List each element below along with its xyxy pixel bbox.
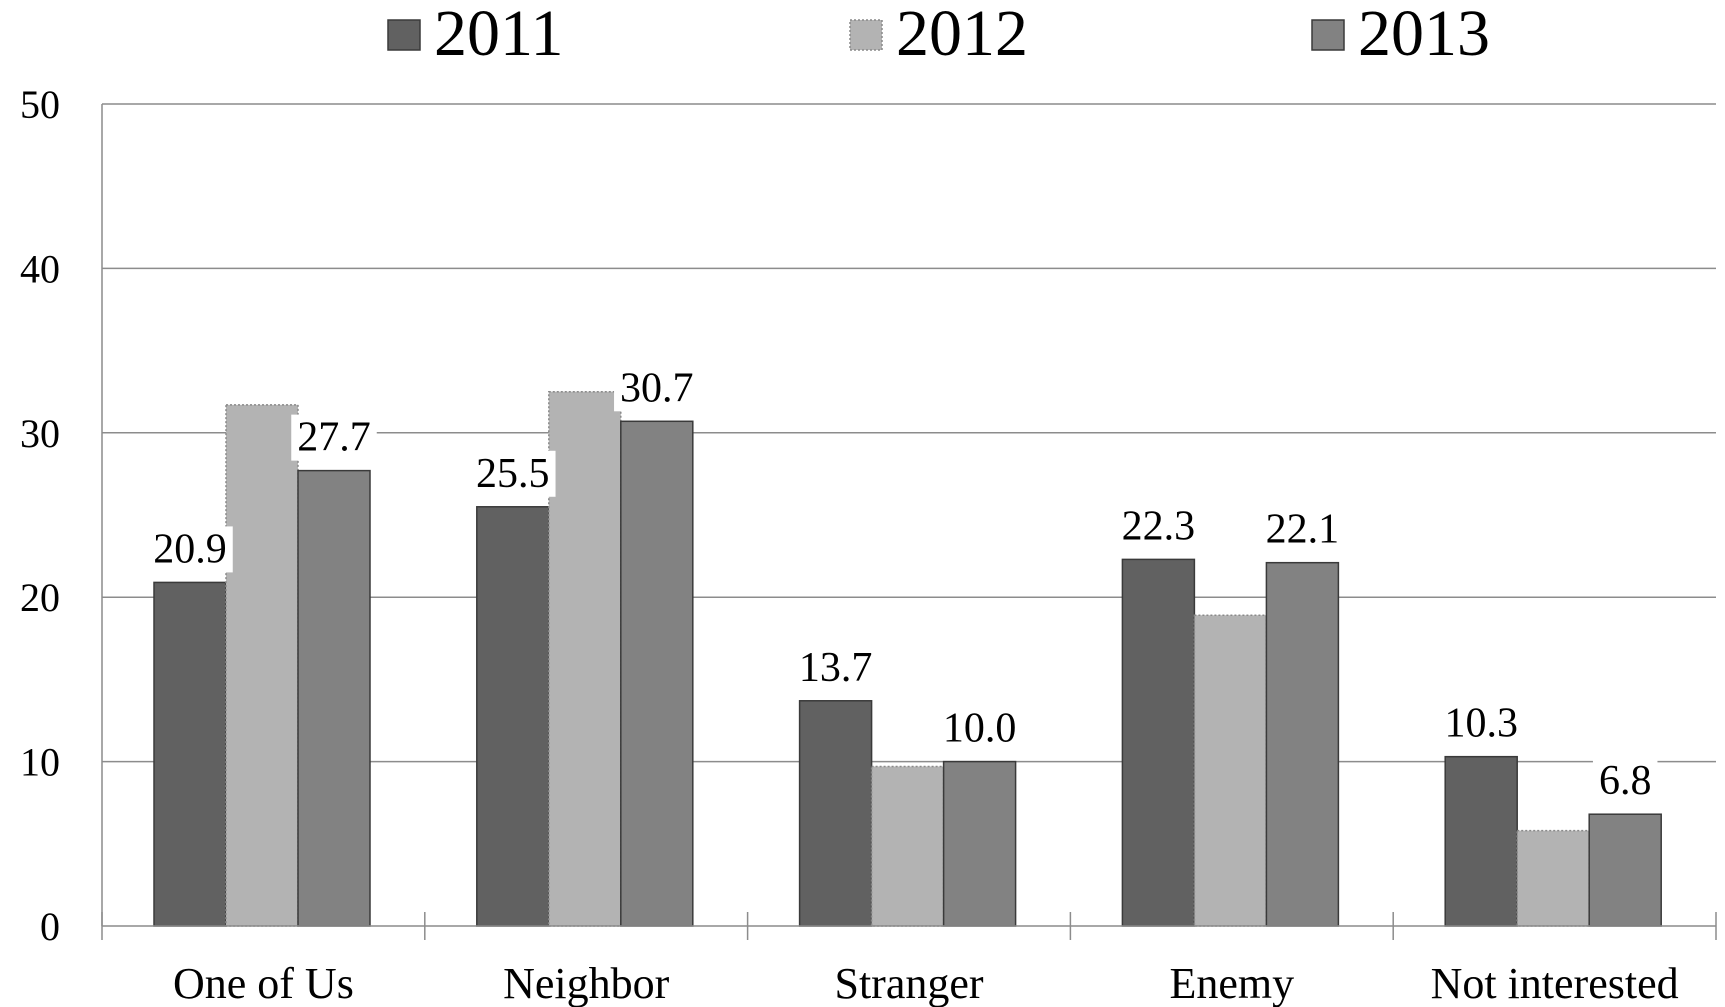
data-label-background [147, 526, 233, 573]
bar [1121, 558, 1196, 927]
data-label: 25.5 [476, 451, 550, 497]
x-category-label: Neighbor [503, 959, 670, 1007]
data-label-background [936, 705, 1023, 752]
bar [297, 469, 371, 927]
bar [942, 760, 1017, 927]
data-label: 13.7 [799, 645, 873, 691]
data-label-background [1115, 503, 1202, 550]
y-tick-label: 0 [40, 904, 60, 949]
bar [548, 390, 622, 927]
data-label-background [1438, 700, 1524, 747]
data-label-background [291, 414, 377, 461]
y-tick-label: 30 [20, 411, 60, 456]
bar [1265, 561, 1340, 927]
bar [1516, 829, 1590, 927]
bars [153, 390, 1662, 927]
bar [620, 420, 694, 927]
bar [870, 765, 945, 927]
bar [1444, 755, 1518, 927]
x-axis-labels: One of Us Neighbor Stranger Enemy Not intere… [173, 959, 1679, 1007]
data-label-background [792, 644, 879, 691]
data-label-background [1259, 506, 1346, 553]
legend: 2011 2012 2013 [387, 0, 1490, 70]
legend-swatch [849, 19, 883, 51]
x-category-label: Stranger [834, 959, 983, 1007]
bar [476, 506, 550, 927]
y-tick-label: 50 [20, 82, 60, 127]
axes [101, 104, 1717, 940]
bar [798, 700, 873, 927]
data-label: 20.9 [153, 526, 227, 572]
x-category-label: One of Us [173, 959, 354, 1007]
legend-label: 2011 [434, 0, 564, 70]
data-label: 22.1 [1266, 507, 1340, 553]
y-tick-label: 40 [20, 246, 60, 291]
data-label-background [1592, 758, 1658, 805]
legend-swatch [1311, 19, 1345, 51]
y-tick-label: 10 [20, 740, 60, 785]
bar [153, 581, 227, 927]
bar [1588, 813, 1662, 927]
bar [225, 404, 299, 927]
y-tick-label: 20 [20, 575, 60, 620]
bar [1193, 614, 1268, 927]
data-label: 10.3 [1444, 701, 1518, 747]
legend-swatch [387, 19, 421, 51]
legend-label: 2012 [896, 0, 1028, 70]
data-label-background [614, 365, 700, 412]
y-axis-ticks: 0 10 20 30 40 50 [20, 82, 60, 949]
data-label-background [470, 450, 556, 497]
legend-label: 2013 [1358, 0, 1490, 70]
value-labels: 20.9 27.7 25.5 30.7 13.7 10.0 22.3 22.1 10.3 6.8 [147, 365, 1658, 805]
data-label: 22.3 [1122, 503, 1196, 549]
data-label: 27.7 [297, 415, 371, 461]
data-label: 6.8 [1599, 758, 1652, 804]
x-category-label: Enemy [1169, 959, 1294, 1007]
data-label: 10.0 [943, 706, 1017, 752]
data-label: 30.7 [620, 365, 694, 411]
x-category-label: Not interested [1431, 959, 1679, 1007]
